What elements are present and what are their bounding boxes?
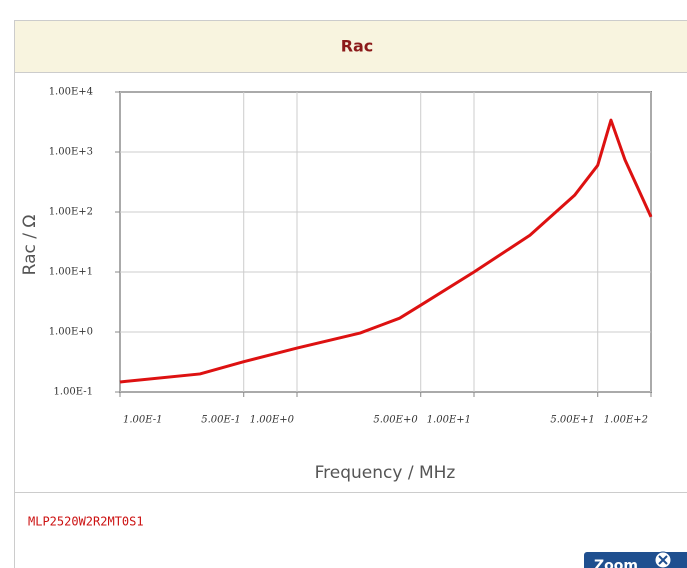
y-tick-label: 1.00E+0 [49,327,93,338]
x-tick-label: 1.00E+0 [250,415,295,426]
y-tick-label: 1.00E+3 [49,147,93,158]
x-tick-label: 1.00E+2 [604,415,648,426]
header-band [15,21,687,72]
x-tick-label: 5.00E+0 [373,415,418,426]
y-tick-label: 1.00E+1 [49,267,93,278]
x-tick-label: 5.00E+1 [550,415,594,426]
y-tick-label: 1.00E+4 [49,87,93,98]
x-axis-label: Frequency / MHz [315,463,456,483]
x-tick-label: 1.00E-1 [123,415,163,426]
zoom-icon-x[interactable] [658,555,668,565]
y-tick-label: 1.00E-1 [54,387,94,398]
part-number: MLP2520W2R2MT0S1 [28,515,144,529]
zoom-label[interactable]: Zoom [594,558,638,568]
y-axis-label: Rac / Ω [20,215,40,276]
x-tick-label: 1.00E+1 [427,415,471,426]
plot-area [119,91,652,393]
data-line [119,118,653,384]
x-tick-label: 5.00E-1 [201,415,241,426]
y-tick-label: 1.00E+2 [49,207,93,218]
chart-title: Rac [341,37,374,56]
